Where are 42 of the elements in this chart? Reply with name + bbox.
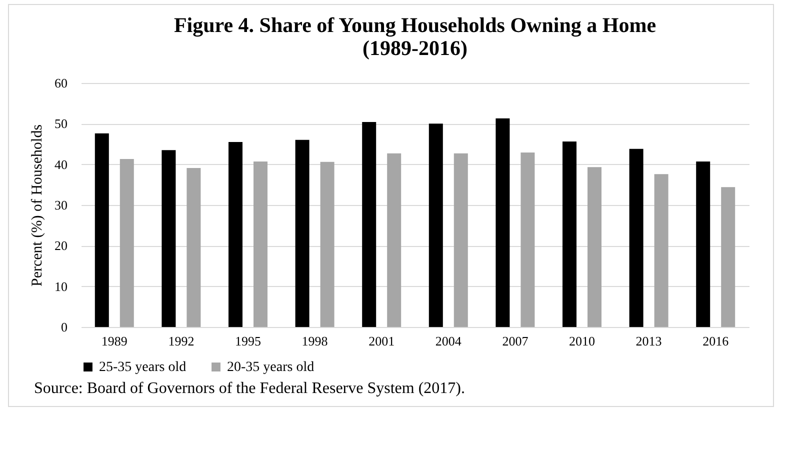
- bar: [496, 118, 510, 327]
- x-tick-label: 2001: [368, 334, 395, 348]
- x-tick-label: 2016: [702, 334, 730, 348]
- x-tick-label: 2004: [435, 334, 462, 348]
- bar: [654, 174, 668, 327]
- bar: [629, 148, 644, 327]
- y-tick-label: 20: [54, 238, 68, 254]
- y-tick-label: 10: [54, 278, 68, 294]
- bar: [120, 159, 134, 327]
- y-tick-label: 0: [61, 320, 68, 334]
- bar: [588, 167, 602, 327]
- bar: [362, 122, 376, 327]
- x-tick-label: 1995: [235, 334, 261, 348]
- bar: [186, 168, 201, 327]
- bar: [562, 142, 576, 327]
- bar: [162, 150, 176, 327]
- bar: [520, 152, 535, 327]
- bar: [320, 162, 334, 327]
- bar: [387, 153, 402, 327]
- bar: [94, 133, 109, 327]
- x-tick-label: 2010: [569, 334, 595, 348]
- y-axis-title: Percent (%) of Households: [30, 124, 46, 287]
- legend-label: 25-35 years old: [99, 360, 186, 375]
- y-tick-label: 40: [54, 156, 68, 172]
- bar: [228, 142, 242, 327]
- bar: [721, 187, 736, 327]
- y-tick-label: 30: [54, 198, 68, 212]
- bar: [254, 161, 268, 327]
- bar: [295, 140, 310, 327]
- bar: [696, 161, 710, 327]
- x-tick-label: 1989: [101, 334, 128, 348]
- legend-label: 20-35 years old: [227, 360, 314, 375]
- y-tick-label: 50: [54, 116, 68, 132]
- bar: [428, 124, 443, 327]
- x-tick-label: 2013: [636, 334, 662, 348]
- y-tick-label: 60: [54, 76, 68, 90]
- source-note: Source: Board of Governors of the Federal Reserve System (2017).: [33, 380, 466, 399]
- chart-title: Figure 4. Share of Young Households Owning a Home (1989-2016): [174, 13, 656, 60]
- x-tick-label: 1998: [302, 334, 328, 348]
- bar: [454, 153, 468, 327]
- x-tick-label: 1992: [168, 334, 194, 348]
- x-tick-label: 2007: [502, 334, 529, 348]
